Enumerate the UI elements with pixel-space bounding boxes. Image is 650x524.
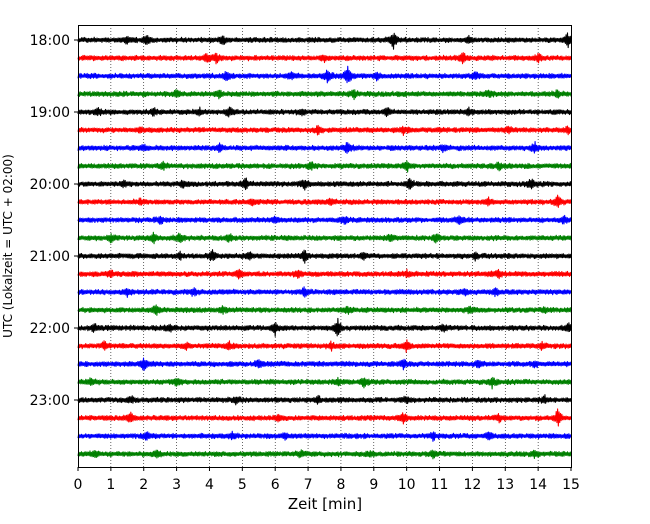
x-tick-label: 6 (271, 477, 280, 493)
y-axis-title: UTC (Lokalzeit = UTC + 02:00) (1, 154, 15, 338)
seismic-trace (77, 52, 572, 65)
seismic-trace (77, 124, 572, 136)
seismic-trace (77, 357, 572, 371)
seismic-trace (77, 106, 572, 118)
seismic-trace (77, 304, 572, 316)
x-tick-label: 10 (398, 477, 416, 493)
seismic-trace (77, 141, 572, 154)
seismic-trace (77, 89, 572, 101)
x-axis-title: Zeit [min] (288, 495, 362, 513)
x-tick-label: 8 (336, 477, 345, 493)
seismic-trace (77, 194, 572, 208)
x-tick-label: 9 (369, 477, 378, 493)
seismic-trace (77, 376, 572, 390)
plot-frame (78, 25, 572, 468)
seismic-trace (77, 268, 572, 280)
seismic-trace (77, 430, 572, 442)
y-tick-label: 19:00 (30, 105, 70, 121)
x-tick-label: 0 (74, 477, 83, 493)
x-tick-label: 4 (205, 477, 214, 493)
seismic-trace (77, 408, 572, 427)
y-tick-label: 23:00 (30, 393, 70, 409)
seismic-trace (77, 286, 572, 298)
y-tick-label: 22:00 (30, 321, 70, 337)
seismic-trace (77, 32, 572, 50)
x-tick-label: 13 (496, 477, 514, 493)
seismic-trace (77, 449, 572, 460)
x-tick-label: 12 (463, 477, 481, 493)
seismic-trace (77, 339, 572, 353)
x-tick-label: 7 (304, 477, 313, 493)
x-tick-label: 5 (238, 477, 247, 493)
x-tick-label: 14 (529, 477, 547, 493)
seismic-trace (77, 231, 572, 245)
seismic-trace (77, 317, 572, 337)
seismic-trace (77, 65, 572, 84)
seismic-trace (77, 160, 572, 173)
y-tick-label: 21:00 (30, 249, 70, 265)
trace-group (77, 32, 572, 460)
x-axis-ticks: 0 1 2 3 4 5 6 7 8 9 10 11 12 13 14 15 (74, 467, 580, 493)
seismic-trace (77, 394, 572, 406)
seismic-trace (77, 177, 572, 191)
seismic-trace (77, 249, 572, 264)
x-tick-label: 15 (562, 477, 580, 493)
x-tick-label: 2 (139, 477, 148, 493)
x-tick-label: 3 (172, 477, 181, 493)
x-tick-label: 11 (431, 477, 449, 493)
x-tick-label: 1 (106, 477, 115, 493)
seismic-trace (77, 214, 572, 226)
y-tick-label: 18:00 (30, 33, 70, 49)
y-tick-label: 20:00 (30, 177, 70, 193)
y-axis-ticks: 18:00 19:00 20:00 21:00 22:00 23:00 (30, 33, 78, 409)
